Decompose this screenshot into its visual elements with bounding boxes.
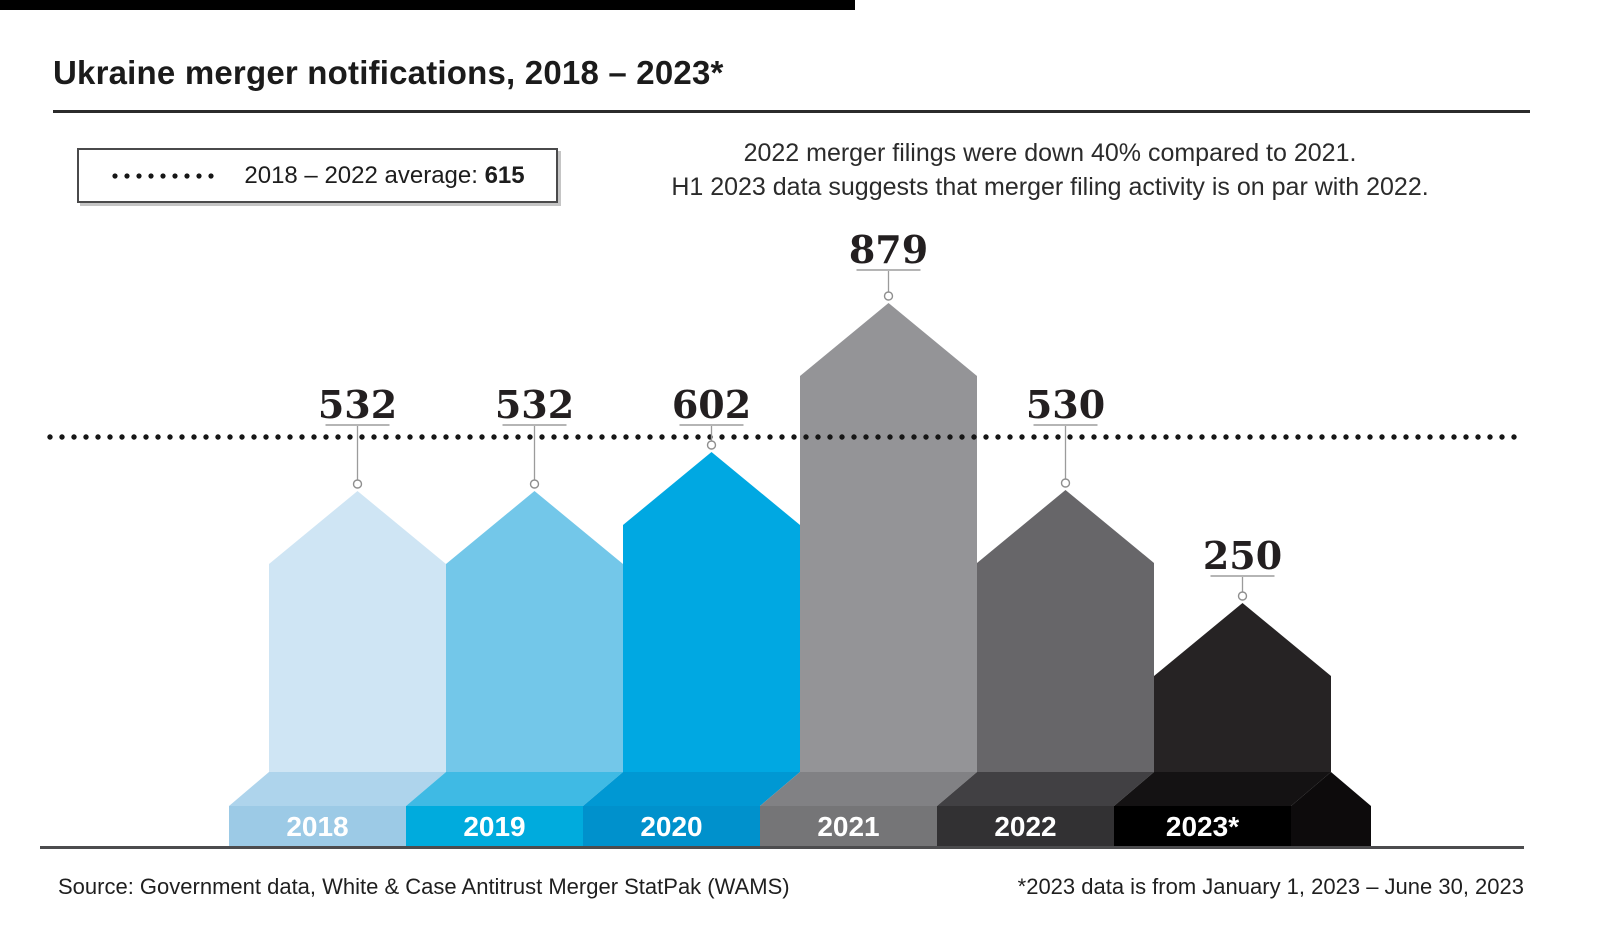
legend-label: 2018 – 2022 average: 615 [244,162,524,190]
legend-average-value: 615 [484,161,525,189]
year-label-2021: 2021 [817,811,879,842]
platform-front-2023* [1114,806,1291,846]
source-note: Source: Government data, White & Case An… [58,874,790,899]
platform-endcap [1291,772,1371,846]
year-label-2022: 2022 [994,811,1056,842]
platform-top-2019 [406,772,623,806]
tip-marker [883,291,894,301]
tip-marker [706,440,717,450]
bar-2021 [800,303,977,772]
year-label-2019: 2019 [463,811,525,842]
platform-front-2019 [406,806,583,846]
tip-marker [352,479,363,489]
value-label-2022: 530 [1026,382,1105,427]
value-label-2018: 532 [318,382,397,427]
platform-top-2018 [229,772,446,806]
platform-front-2018 [229,806,406,846]
tip-marker [1237,591,1248,601]
chart-annotation: 2022 merger filings were down 40% compar… [580,136,1520,204]
year-label-2023*: 2023* [1166,811,1239,842]
tip-marker [529,479,540,489]
bar-2023* [1154,603,1331,772]
platform-front-2021 [760,806,937,846]
platform-top-2023* [1114,772,1331,806]
platform-front-2022 [937,806,1114,846]
bar-2019 [446,491,623,772]
legend-label-text: 2018 – 2022 average: [244,161,478,189]
bar-2022 [977,490,1154,772]
year-label-2018: 2018 [286,811,348,842]
platform-top-2021 [760,772,977,806]
value-label-2023*: 250 [1203,533,1282,578]
bar-2020 [623,452,800,772]
x-axis-line [40,846,1524,849]
title-divider [53,110,1530,113]
year-label-2020: 2020 [640,811,702,842]
value-label-2020: 602 [672,382,751,427]
asterisk-note: *2023 data is from January 1, 2023 – Jun… [1017,874,1524,899]
average-legend: 2018 – 2022 average: 615 [77,148,558,203]
page-title: Ukraine merger notifications, 2018 – 202… [53,54,724,91]
value-label-2019: 532 [495,382,574,427]
tip-marker [1060,478,1071,488]
header-accent-bar [0,0,855,10]
platform-top-2020 [583,772,800,806]
platform-top-2022 [937,772,1154,806]
bar-2018 [269,491,446,772]
annotation-line-2: H1 2023 data suggests that merger filing… [671,173,1429,201]
annotation-line-1: 2022 merger filings were down 40% compar… [743,139,1357,167]
platform-front-2020 [583,806,760,846]
value-label-2021: 879 [849,227,928,272]
